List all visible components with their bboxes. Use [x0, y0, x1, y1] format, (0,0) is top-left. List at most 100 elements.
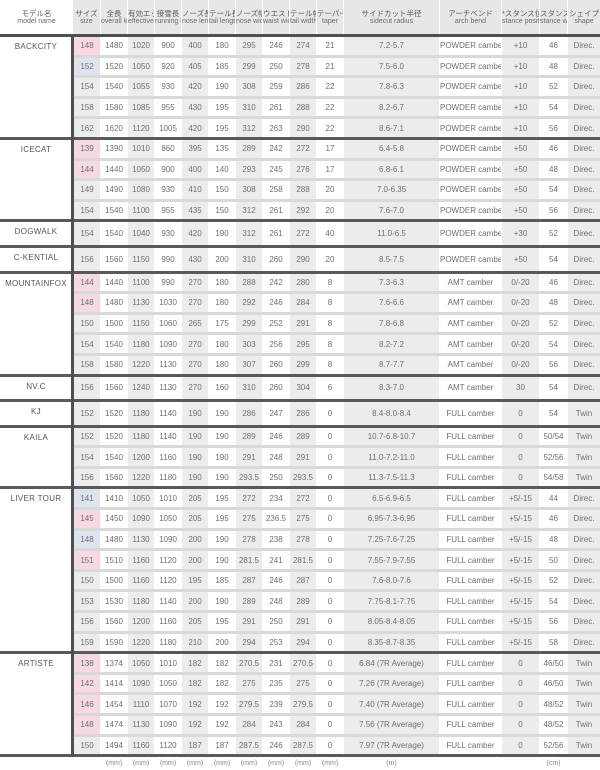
value-cell-nose-width: 293 — [236, 159, 263, 180]
value-cell-taper: 0 — [317, 488, 344, 509]
value-cell-nose-length: 395 — [182, 138, 209, 159]
value-cell-overall-length: 1560 — [101, 246, 128, 272]
value-cell-effective-edge: 1080 — [128, 180, 155, 201]
value-cell-arch-bend: POWDER camber — [440, 77, 502, 98]
value-cell-tail-length: 190 — [209, 401, 236, 427]
value-cell-arch-bend: FULL camber — [440, 401, 502, 427]
value-cell-stance-width: 52/56 — [540, 447, 568, 468]
value-cell-taper: 0 — [317, 673, 344, 694]
value-cell-effective-edge: 1100 — [128, 200, 155, 221]
value-cell-shape: Direc. — [568, 293, 600, 314]
value-cell-stance-width: 48 — [540, 56, 568, 77]
value-cell-overall-length: 1440 — [101, 272, 128, 293]
size-cell: 148 — [73, 529, 101, 550]
value-cell-taper: 8 — [317, 334, 344, 355]
value-cell-nose-length: 182 — [182, 653, 209, 674]
value-cell-shape: Direc. — [568, 313, 600, 334]
value-cell-running-length: 1160 — [155, 447, 182, 468]
size-cell: 154 — [73, 200, 101, 221]
value-cell-nose-width: 278 — [236, 529, 263, 550]
value-cell-running-length: 900 — [155, 159, 182, 180]
value-cell-taper: 0 — [317, 591, 344, 612]
value-cell-nose-length: 270 — [182, 293, 209, 314]
value-cell-effective-edge: 1100 — [128, 272, 155, 293]
value-cell-stance-width: 48 — [540, 159, 568, 180]
size-cell: 146 — [73, 694, 101, 715]
value-cell-waist-width: 253 — [263, 632, 290, 653]
value-cell-nose-width: 287 — [236, 570, 263, 591]
header-label-jp: 全長 — [101, 9, 127, 18]
value-cell-running-length: 1120 — [155, 735, 182, 756]
value-cell-waist-width: 261 — [263, 221, 290, 247]
value-cell-stance-width: 52 — [540, 313, 568, 334]
size-cell: 145 — [73, 509, 101, 530]
value-cell-overall-length: 1540 — [101, 77, 128, 98]
value-cell-tail-length: 160 — [209, 375, 236, 401]
value-cell-nose-length: 270 — [182, 375, 209, 401]
value-cell-tail-length: 190 — [209, 221, 236, 247]
value-cell-stance-width: 50/54 — [540, 426, 568, 447]
header-label-jp: シェイプ — [568, 9, 600, 18]
value-cell-shape: Twin — [568, 653, 600, 674]
value-cell-tail-width: 288 — [290, 180, 317, 201]
value-cell-running-length: 1010 — [155, 488, 182, 509]
value-cell-tail-width: 275 — [290, 509, 317, 530]
size-cell: 158 — [73, 97, 101, 118]
value-cell-overall-length: 1374 — [101, 653, 128, 674]
value-cell-overall-length: 1414 — [101, 673, 128, 694]
value-cell-sidecut-radius: 8.05-8.4-8.05 — [344, 612, 440, 633]
value-cell-nose-length: 205 — [182, 509, 209, 530]
value-cell-tail-width: 290 — [290, 246, 317, 272]
value-cell-overall-length: 1450 — [101, 509, 128, 530]
value-cell-stance-width: 48 — [540, 293, 568, 314]
value-cell-effective-edge: 1150 — [128, 246, 155, 272]
value-cell-shape: Twin — [568, 715, 600, 736]
size-cell: 138 — [73, 653, 101, 674]
value-cell-shape: Direc. — [568, 488, 600, 509]
value-cell-sidecut-radius: 6.4-5.8 — [344, 138, 440, 159]
value-cell-effective-edge: 1130 — [128, 529, 155, 550]
value-cell-running-length: 900 — [155, 36, 182, 57]
value-cell-running-length: 1010 — [155, 653, 182, 674]
header-label-en: shape — [568, 18, 600, 26]
value-cell-nose-length: 400 — [182, 36, 209, 57]
value-cell-taper: 0 — [317, 570, 344, 591]
value-cell-waist-width: 256 — [263, 334, 290, 355]
value-cell-tail-width: 278 — [290, 529, 317, 550]
header-label-jp: サイズ — [73, 9, 100, 18]
value-cell-stance-position: +50 — [502, 200, 540, 221]
value-cell-running-length: 1120 — [155, 570, 182, 591]
unit-cell-shape — [568, 756, 600, 770]
value-cell-effective-edge: 1160 — [128, 735, 155, 756]
value-cell-nose-width: 299 — [236, 56, 263, 77]
header-label-en: size — [73, 18, 100, 26]
size-cell: 152 — [73, 426, 101, 447]
unit-cell-effective-edge: (mm) — [128, 756, 155, 770]
value-cell-stance-position: 0 — [502, 426, 540, 447]
value-cell-waist-width: 234 — [263, 488, 290, 509]
header-label-en: tail length — [209, 18, 235, 26]
value-cell-tail-width: 290 — [290, 118, 317, 139]
value-cell-tail-length: 182 — [209, 653, 236, 674]
value-cell-tail-length: 180 — [209, 293, 236, 314]
value-cell-stance-width: 54 — [540, 401, 568, 427]
value-cell-effective-edge: 1050 — [128, 653, 155, 674]
header-cell-stance-width: スタンス幅stance width — [540, 0, 568, 36]
value-cell-stance-position: 0/-20 — [502, 334, 540, 355]
value-cell-tail-width: 275 — [290, 673, 317, 694]
value-cell-tail-length: 190 — [209, 426, 236, 447]
value-cell-tail-length: 190 — [209, 447, 236, 468]
value-cell-stance-width: 54 — [540, 591, 568, 612]
value-cell-running-length: 860 — [155, 138, 182, 159]
value-cell-tail-length: 185 — [209, 570, 236, 591]
value-cell-taper: 0 — [317, 529, 344, 550]
value-cell-nose-width: 270.5 — [236, 653, 263, 674]
value-cell-nose-width: 303 — [236, 334, 263, 355]
